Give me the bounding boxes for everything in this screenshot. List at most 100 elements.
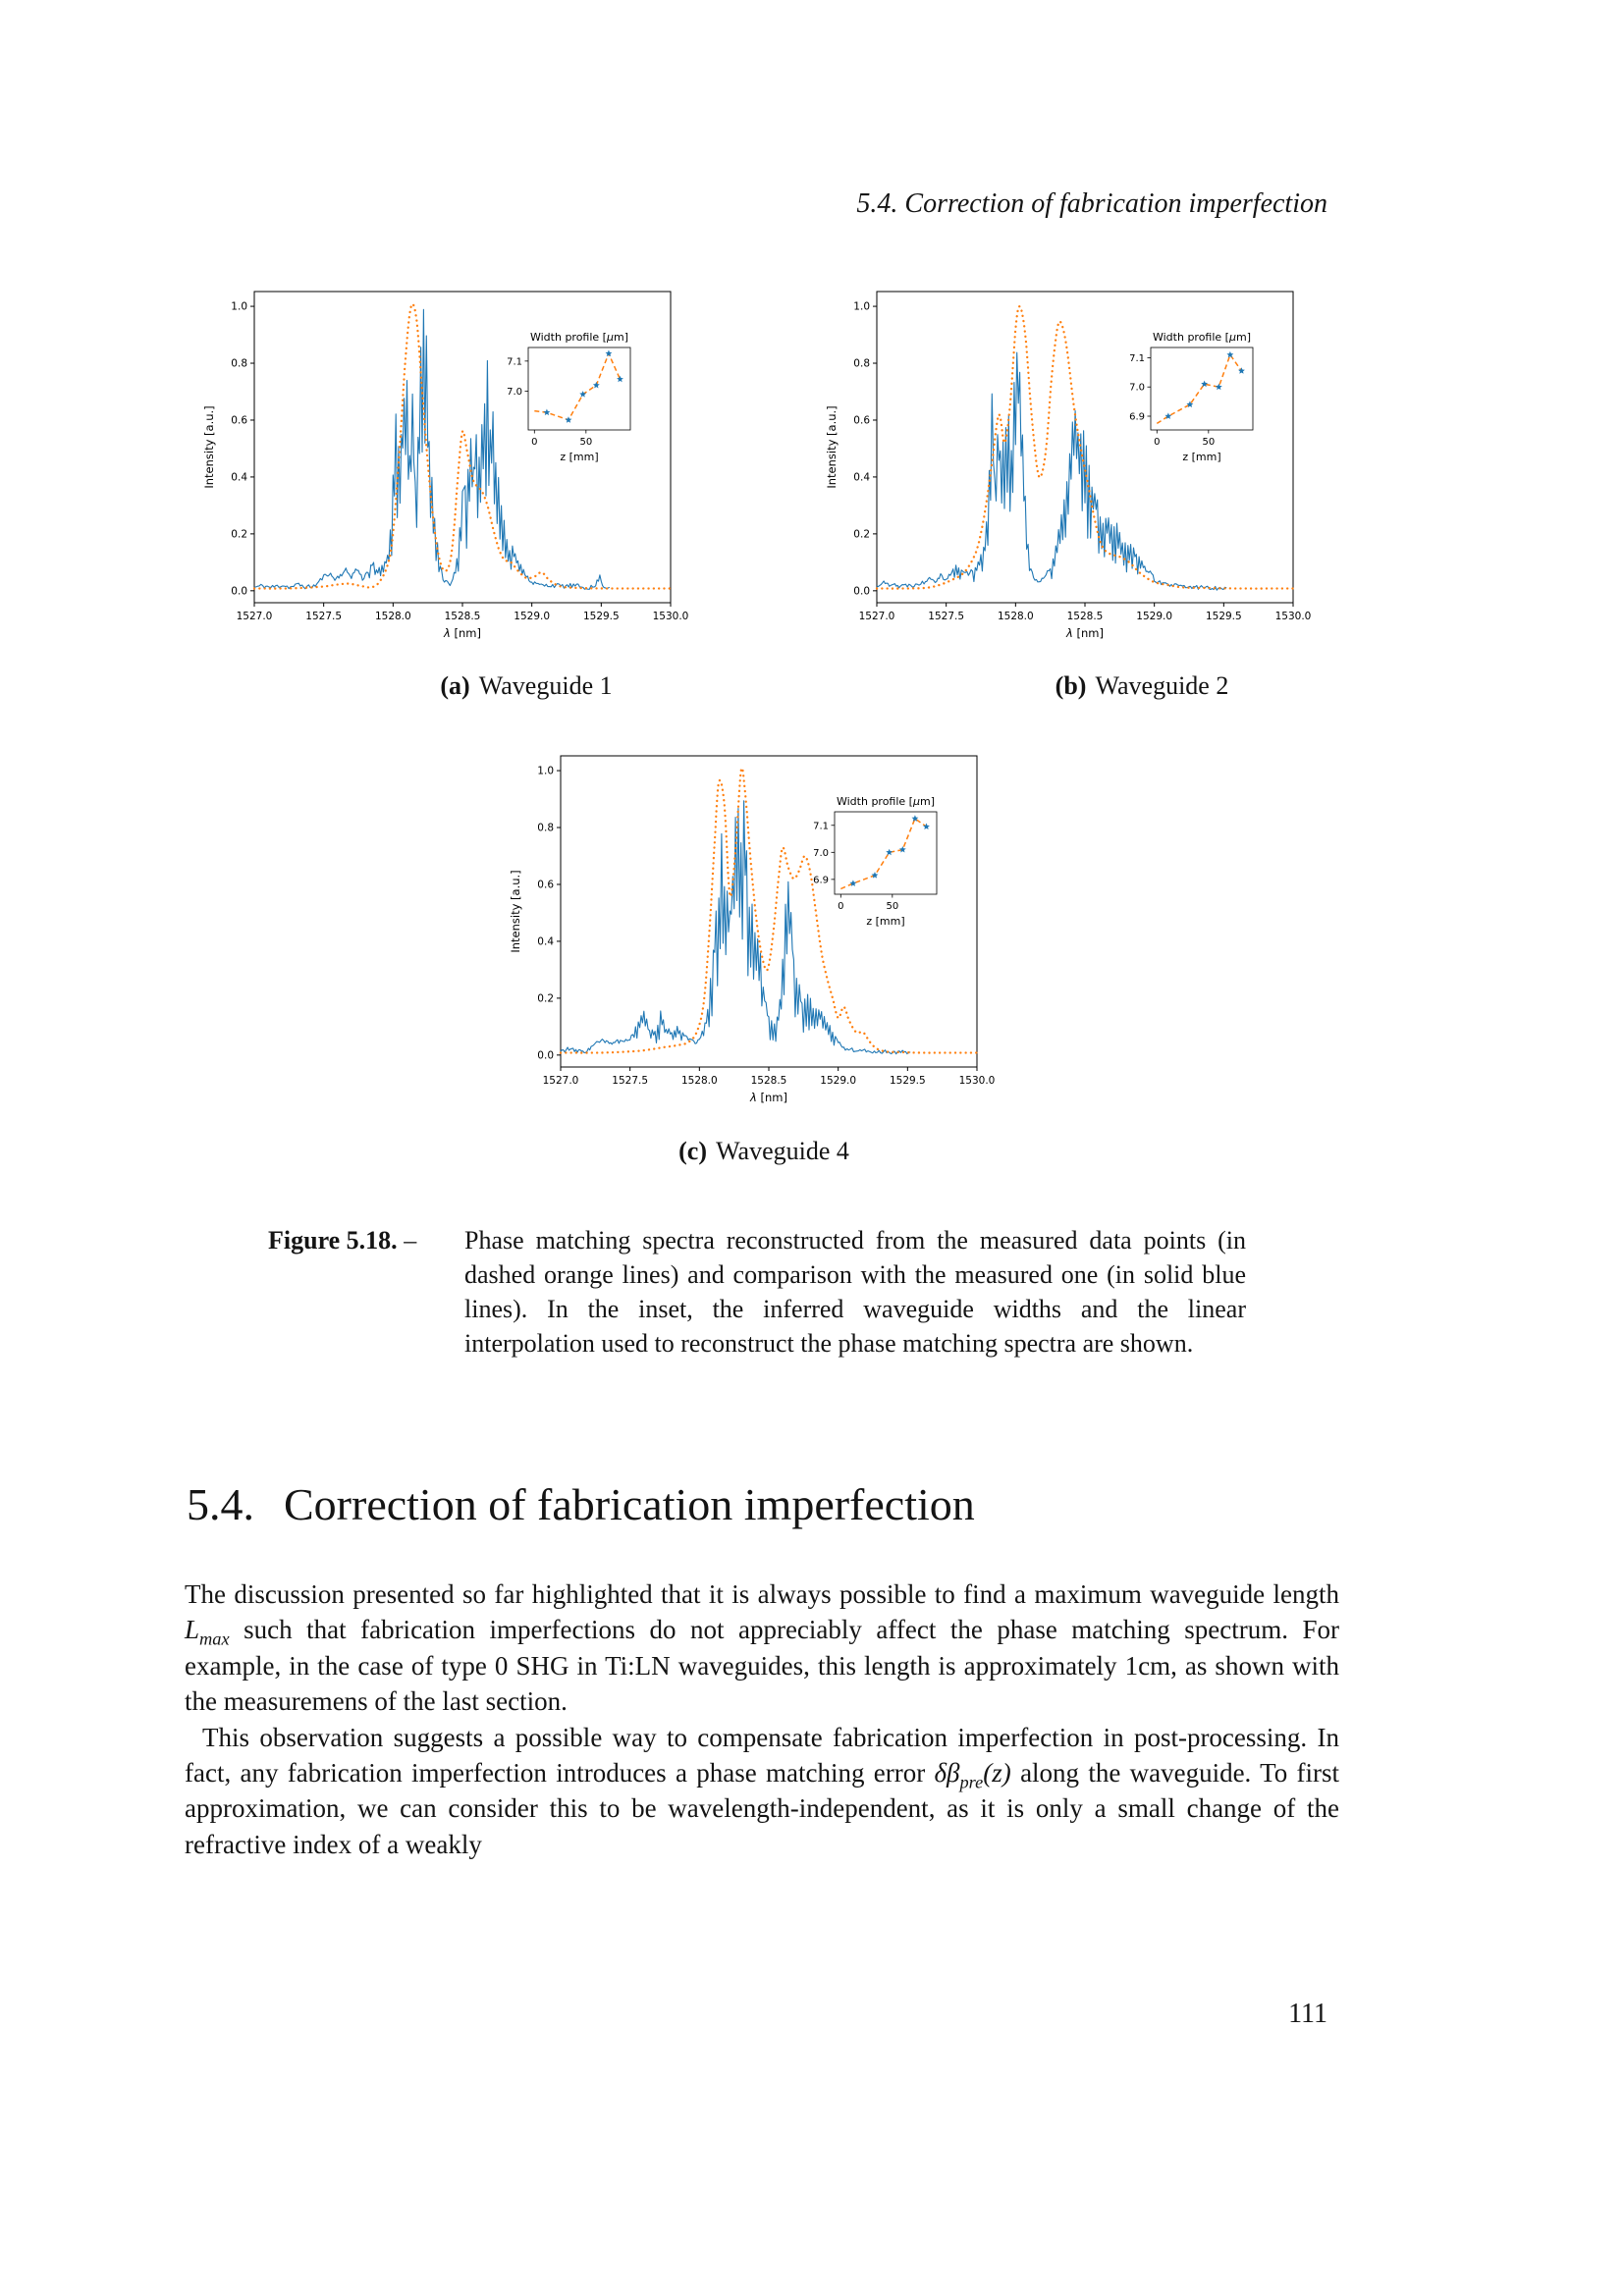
subcaption-c-text: Waveguide 4 [716, 1137, 849, 1165]
inset-y-tick-label: 7.0 [507, 387, 522, 398]
x-tick-label: 1529.0 [1136, 611, 1172, 622]
section-title: Correction of fabrication imperfection [284, 1479, 975, 1529]
width-data-point-star-marker [543, 408, 551, 416]
inset-y-tick-label: 6.9 [1129, 412, 1145, 423]
inset-x-tick-label: 50 [1202, 437, 1215, 448]
math-segment: δβ [934, 1758, 960, 1789]
inset-x-axis-label: z [mm] [866, 915, 904, 928]
waveguide-1-plot: 1527.0 1527.5 1528.0 1528.5 1529.0 1529.5 1530… [202, 291, 689, 640]
y-tick-label: 0.0 [231, 585, 247, 597]
inset-x-tick-label: 0 [1154, 437, 1160, 448]
math-segment: (z) [983, 1758, 1011, 1789]
measured-curve [253, 308, 610, 590]
body-paragraphs: The discussion presented so far highligh… [185, 1576, 1339, 1862]
text-segment: This observation suggests a possible way… [185, 1722, 1339, 1789]
y-tick-label: 0.6 [231, 414, 247, 426]
x-tick-label: 1527.0 [859, 611, 895, 622]
waveguide-4-plot: 1527.0 1527.5 1528.0 1528.5 1529.0 1529.5 1530… [509, 755, 996, 1104]
y-tick-label: 0.6 [853, 414, 870, 426]
text-segment: The discussion presented so far highligh… [185, 1579, 1339, 1609]
math-segment: L [185, 1615, 200, 1645]
running-head: 5.4. Correction of fabrication imperfect… [856, 188, 1327, 219]
y-tick-label: 0.0 [537, 1049, 554, 1061]
width-data-point-star-marker [605, 349, 613, 357]
width-data-point-star-marker [1238, 367, 1245, 374]
subcaption-a-text: Waveguide 1 [478, 671, 613, 700]
inset-x-tick-label: 50 [579, 437, 592, 448]
width-data-point-star-marker [592, 381, 600, 389]
x-tick-label: 1527.5 [612, 1075, 648, 1087]
x-tick-label: 1529.0 [514, 611, 550, 622]
subfigure-b-chart: 1527.0 1527.5 1528.0 1528.5 1529.0 1529.5 1530… [814, 263, 1320, 656]
figure-caption-dash: – [404, 1226, 417, 1255]
subcaption-b-label: (b) [1055, 671, 1087, 700]
text-segment: along the waveguide. To first approximat… [185, 1758, 1339, 1859]
inset-y-tick-label: 7.0 [813, 848, 829, 859]
subfigure-a-chart: 1527.0 1527.5 1528.0 1528.5 1529.0 1529.5 1530… [191, 263, 697, 656]
subfigure-c-chart: 1527.0 1527.5 1528.0 1528.5 1529.0 1529.5 1530… [498, 727, 1003, 1120]
text-segment: such that fabrication imperfections do n… [185, 1615, 1339, 1717]
inset-x-axis-label: z [mm] [1182, 451, 1220, 463]
inset-y-tick-label: 6.9 [813, 875, 829, 885]
y-tick-label: 0.2 [537, 992, 554, 1004]
width-data-point-star-marker [911, 815, 919, 822]
width-data-point-star-marker [565, 416, 572, 423]
y-axis-label: Intensity [a.u.] [509, 870, 522, 952]
width-data-point-star-marker [1226, 350, 1234, 358]
inset-y-tick-label: 7.0 [1129, 383, 1145, 394]
x-tick-label: 1528.0 [998, 611, 1034, 622]
inset-frame [527, 347, 631, 431]
measured-curve [876, 351, 1227, 591]
width-data-point-star-marker [1164, 412, 1172, 419]
width-data-point-star-marker [1186, 400, 1194, 407]
measured-curve [560, 800, 911, 1055]
inset-y-tick-label: 7.1 [507, 356, 522, 367]
x-axis-label: λ [nm] [749, 1091, 787, 1104]
x-tick-label: 1529.5 [890, 1075, 926, 1087]
y-tick-label: 0.6 [537, 879, 554, 890]
width-data-point-star-marker [871, 872, 879, 879]
subcaption-a: (a) Waveguide 1 [440, 671, 612, 701]
y-tick-label: 0.8 [853, 358, 870, 370]
subcaption-b-text: Waveguide 2 [1095, 671, 1229, 700]
y-axis-label: Intensity [a.u.] [202, 405, 216, 488]
y-axis-label: Intensity [a.u.] [825, 405, 839, 488]
y-tick-label: 0.8 [537, 823, 554, 834]
figure-caption-label: Figure 5.18. – [268, 1223, 464, 1361]
page-number: 111 [1288, 1999, 1327, 2029]
section-number: 5.4. [187, 1479, 254, 1529]
reconstructed-curve [252, 302, 673, 590]
inset-title: Width profile [μm] [837, 795, 935, 808]
x-tick-label: 1527.0 [543, 1075, 579, 1087]
subcaption-c: (c) Waveguide 4 [678, 1137, 849, 1166]
x-tick-label: 1527.5 [928, 611, 964, 622]
y-tick-label: 1.0 [853, 301, 870, 313]
paragraph: The discussion presented so far highligh… [185, 1576, 1339, 1720]
figure-caption: Figure 5.18. – Phase matching spectra re… [268, 1223, 1266, 1361]
x-axis-label: λ [nm] [1065, 626, 1104, 640]
y-tick-label: 0.2 [231, 528, 247, 540]
width-data-point-star-marker [923, 823, 930, 830]
x-tick-label: 1528.5 [751, 1075, 787, 1087]
x-tick-label: 1528.5 [1067, 611, 1104, 622]
subcaption-c-label: (c) [678, 1137, 707, 1165]
inset-frame [834, 811, 938, 895]
width-data-point-star-marker [1215, 383, 1222, 391]
y-tick-label: 1.0 [231, 301, 247, 313]
x-tick-label: 1530.0 [653, 611, 689, 622]
subcaption-b: (b) Waveguide 2 [1056, 671, 1229, 701]
x-tick-label: 1527.5 [305, 611, 342, 622]
x-tick-label: 1528.0 [681, 1075, 718, 1087]
section-heading: 5.4. Correction of fabrication imperfecti… [187, 1478, 975, 1530]
width-data-point-star-marker [579, 391, 587, 398]
inset-y-tick-label: 7.1 [1129, 353, 1145, 364]
waveguide-2-plot: 1527.0 1527.5 1528.0 1528.5 1529.0 1529.5 1530… [825, 291, 1312, 640]
paragraph: This observation suggests a possible way… [185, 1720, 1339, 1863]
inset-title: Width profile [μm] [1153, 331, 1251, 344]
x-tick-label: 1530.0 [1275, 611, 1312, 622]
figure-caption-text: Phase matching spectra reconstructed fro… [464, 1226, 1246, 1358]
math-segment: max [199, 1629, 230, 1649]
x-axis-label: λ [nm] [443, 626, 481, 640]
x-tick-label: 1530.0 [959, 1075, 996, 1087]
figure-caption-number: Figure 5.18. [268, 1226, 398, 1255]
